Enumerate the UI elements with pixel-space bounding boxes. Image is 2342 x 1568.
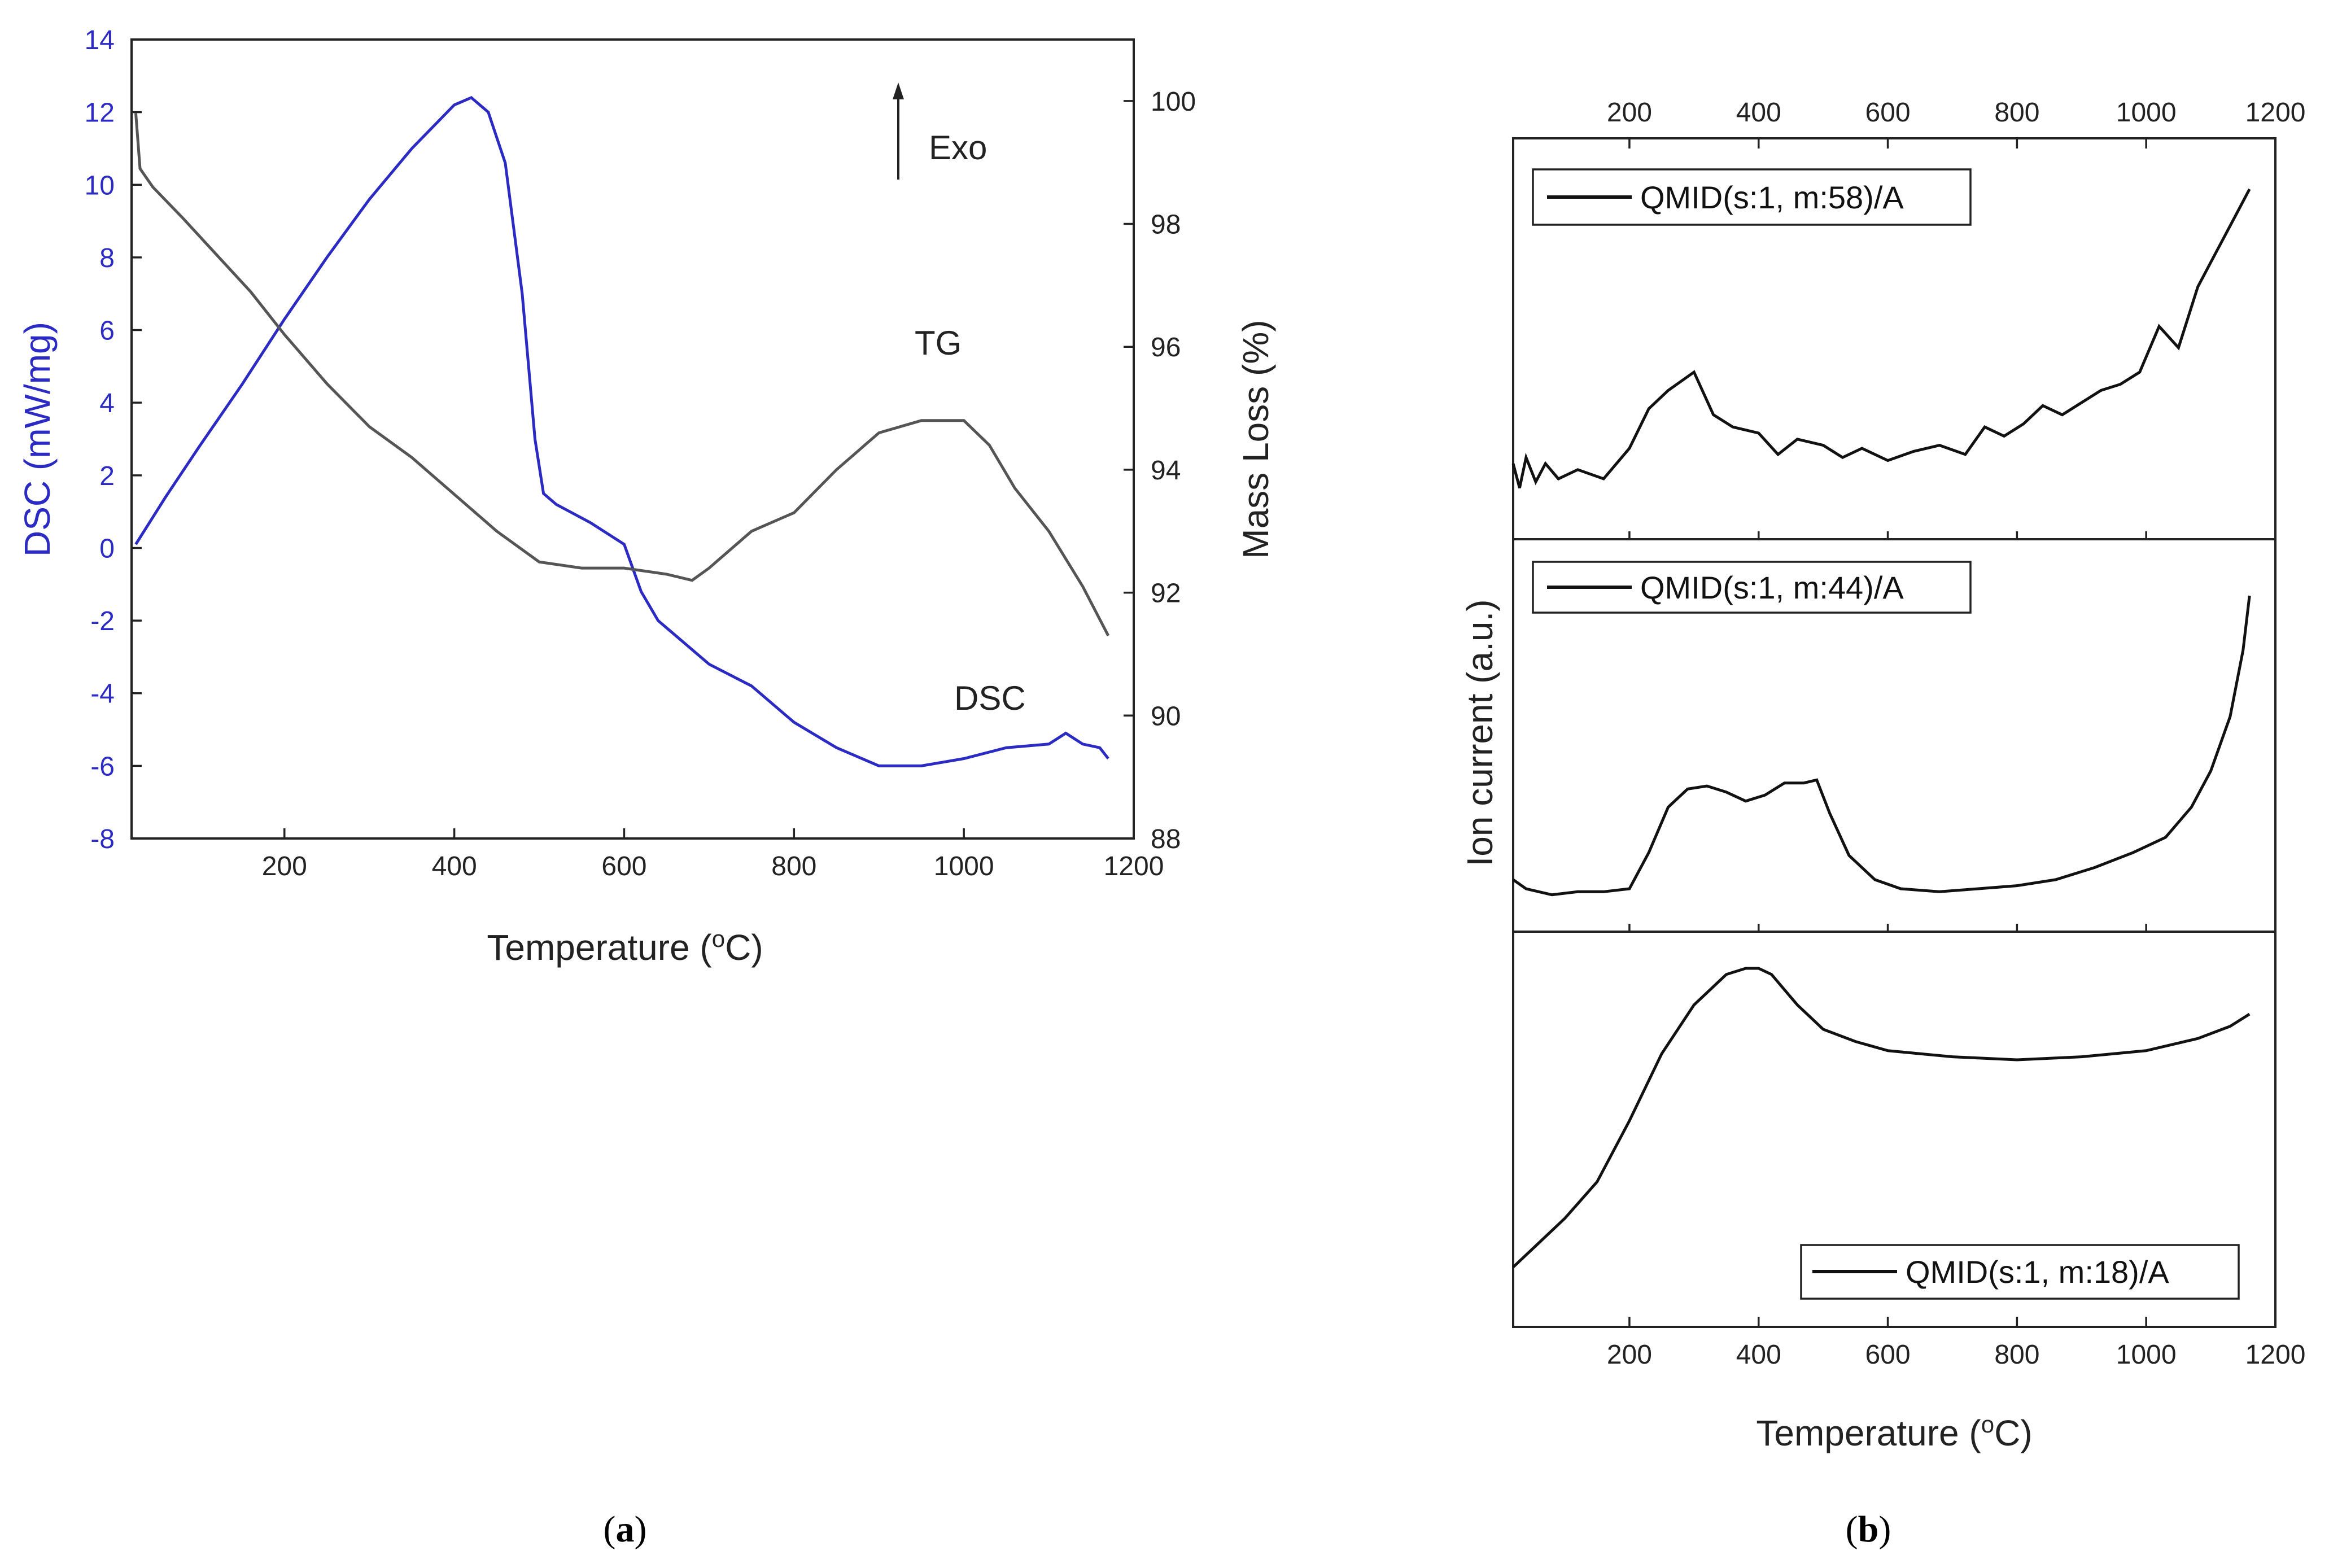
b-bottom-x-tick-label: 400: [1736, 1340, 1781, 1370]
a-y2-tick-label: 92: [1151, 579, 1181, 609]
a-y-tick-label: -6: [90, 752, 115, 781]
x-label-degree-sup: o: [1981, 1411, 1994, 1438]
caption-a: (a): [604, 1509, 647, 1550]
b-top-x-tick-label: 400: [1736, 98, 1781, 128]
b-bottom-x-tick-label: 600: [1865, 1340, 1911, 1370]
b-top-x-tick-label: 600: [1865, 98, 1911, 128]
a-x-tick-label: 600: [601, 851, 646, 881]
x-label-unit: C): [1994, 1413, 2033, 1453]
b-top-x-tick-label: 800: [1994, 98, 2039, 128]
legend-m18: QMID(s:1, m:18)/A: [1800, 1244, 2240, 1300]
a-y2-tick-label: 88: [1151, 824, 1181, 854]
caption-b-open: (: [1846, 1509, 1858, 1550]
m18-series-line: [1512, 967, 2251, 1269]
dsc-annotation: DSC: [954, 679, 1026, 717]
caption-a-letter: a: [616, 1509, 635, 1550]
a-y2-tick-label: 94: [1151, 456, 1181, 486]
b-bottom-x-tick-label: 800: [1994, 1340, 2039, 1370]
b-bottom-x-tick-label: 1000: [2116, 1340, 2177, 1370]
b-bottom-x-tick-label: 1200: [2245, 1340, 2306, 1370]
x-label-unit: C): [725, 927, 763, 968]
a-y-tick-label: 8: [99, 243, 115, 273]
m44-series-line: [1512, 595, 2251, 897]
a-x-tick-label: 1200: [1104, 851, 1164, 881]
a-y-tick-label: 6: [99, 316, 115, 346]
b-top-x-tick-label: 1200: [2245, 98, 2306, 128]
a-y-tick-label: -2: [90, 606, 115, 636]
a-x-tick-label: 800: [771, 851, 816, 881]
m58-series-line: [1511, 188, 2251, 488]
caption-a-close: ): [635, 1509, 647, 1550]
panel-a-ticks: 200 400 600 800 1000 1200 -8 -6 -4 -2 0 2 4 6 8 10 12 14 8…: [85, 25, 1196, 881]
panel-a-y-axis-label: DSC (mW/mg): [17, 322, 58, 557]
a-y-tick-label: 2: [99, 461, 115, 491]
x-label-degree-sup: o: [712, 925, 725, 952]
tg-annotation: TG: [915, 324, 962, 362]
a-y-tick-label: 12: [85, 98, 115, 128]
panel-a-plot-frame: [130, 38, 1135, 840]
panel-b-y-axis-label: Ion current (a.u.): [1460, 599, 1500, 866]
x-label-text: Temperature (: [487, 927, 711, 968]
panel-a-y2-axis-label: Mass Loss (%): [1235, 320, 1276, 558]
legend-m58-label: QMID(s:1, m:58)/A: [1640, 180, 1904, 215]
panel-b-x-axis-label: Temperature (oC): [1756, 1411, 2032, 1454]
panel-b-plot-frame: [1512, 137, 2277, 1328]
legend-m44: QMID(s:1, m:44)/A: [1532, 561, 1972, 614]
caption-a-open: (: [604, 1509, 616, 1550]
legend-m18-label: QMID(s:1, m:18)/A: [1906, 1254, 2169, 1290]
a-x-tick-label: 200: [262, 851, 307, 881]
b-top-x-tick-label: 200: [1607, 98, 1652, 128]
panel-a-x-axis-label: Temperature (oC): [487, 925, 763, 968]
a-y-tick-label: 0: [99, 534, 115, 564]
a-y-tick-label: -8: [90, 824, 115, 854]
dsc-series-line: [134, 95, 1109, 767]
a-y2-tick-label: 100: [1151, 87, 1196, 117]
a-y2-tick-label: 98: [1151, 210, 1181, 240]
a-y-tick-label: 4: [99, 388, 115, 418]
panel-a-dsc-tg-chart: 200 400 600 800 1000 1200 -8 -6 -4 -2 0 2 4 6 8 10 12 14 8…: [17, 25, 1276, 968]
exo-arrow-icon: [893, 82, 904, 99]
a-y2-tick-label: 90: [1151, 701, 1181, 731]
legend-m58: QMID(s:1, m:58)/A: [1532, 168, 1972, 226]
a-x-tick-label: 1000: [934, 851, 994, 881]
b-top-x-tick-label: 1000: [2116, 98, 2177, 128]
panel-b-ion-current-chart: 200 200 400 400 600 600 800 800 1000 1000 1200 1200…: [1460, 98, 2305, 1453]
exo-annotation: Exo: [929, 129, 987, 167]
a-x-tick-label: 400: [432, 851, 477, 881]
a-y2-tick-label: 96: [1151, 333, 1181, 362]
tg-series-line: [134, 113, 1110, 636]
a-y-tick-label: 14: [85, 25, 115, 55]
caption-b: (b): [1846, 1509, 1891, 1550]
b-bottom-x-tick-label: 200: [1607, 1340, 1652, 1370]
x-label-text: Temperature (: [1756, 1413, 1981, 1453]
legend-m44-label: QMID(s:1, m:44)/A: [1640, 570, 1904, 605]
caption-b-letter: b: [1858, 1509, 1879, 1550]
a-y-tick-label: -4: [90, 679, 115, 709]
caption-b-close: ): [1878, 1509, 1891, 1550]
panel-b-ticks: 200 200 400 400 600 600 800 800 1000 1000 1200 1200: [1607, 98, 2306, 1370]
a-y-tick-label: 10: [85, 171, 115, 200]
